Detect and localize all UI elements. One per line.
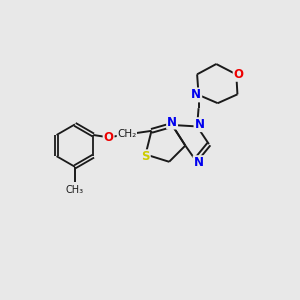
Text: CH₃: CH₃: [66, 185, 84, 195]
Text: O: O: [234, 68, 244, 81]
Text: S: S: [141, 150, 150, 163]
Text: N: N: [191, 88, 201, 101]
Text: N: N: [167, 116, 177, 128]
Text: CH₂: CH₂: [117, 129, 136, 140]
Text: N: N: [194, 118, 205, 131]
Text: N: N: [194, 156, 204, 169]
Text: O: O: [103, 131, 114, 144]
